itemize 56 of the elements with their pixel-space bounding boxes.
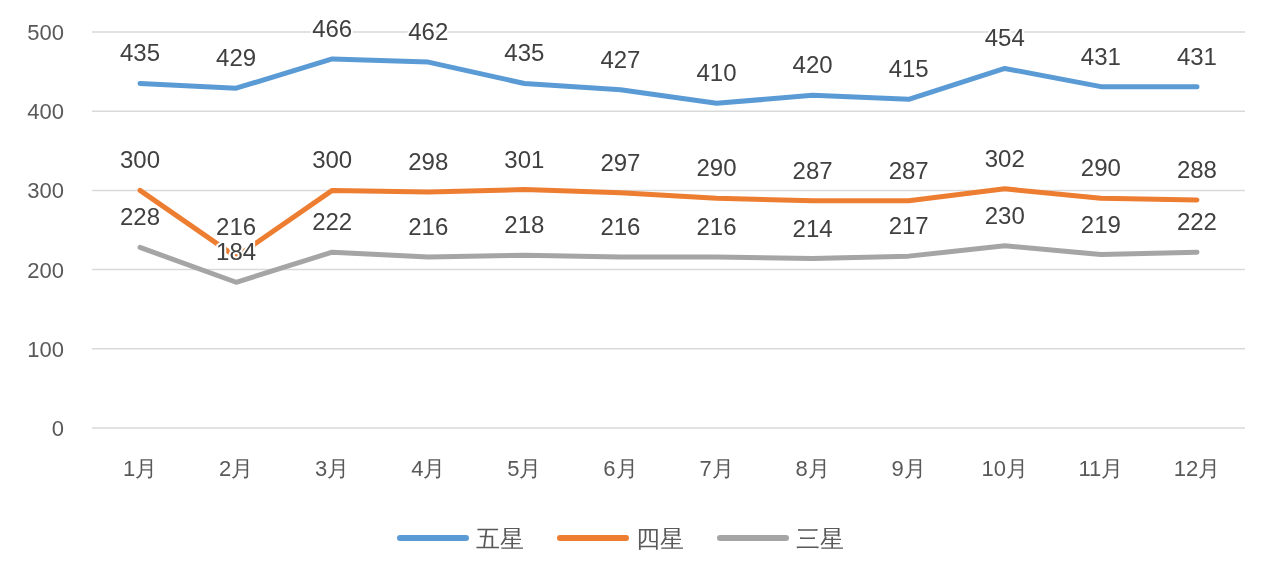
data-label: 216 xyxy=(216,212,257,240)
data-label: 431 xyxy=(1080,42,1121,70)
data-label: 431 xyxy=(1176,42,1217,70)
data-label: 429 xyxy=(216,44,257,72)
legend-label: 三星 xyxy=(796,525,844,552)
legend-label: 五星 xyxy=(476,525,524,552)
x-tick-label: 2月 xyxy=(219,456,254,481)
data-label: 216 xyxy=(696,212,737,240)
x-tick-label: 6月 xyxy=(603,456,638,481)
data-label: 290 xyxy=(696,154,737,182)
y-tick-label: 200 xyxy=(27,257,64,283)
data-label: 290 xyxy=(1080,154,1121,182)
data-label: 228 xyxy=(120,203,161,231)
x-tick-label: 7月 xyxy=(699,456,734,481)
x-tick-label: 10月 xyxy=(981,456,1029,481)
x-tick-label: 9月 xyxy=(891,456,926,481)
data-label: 297 xyxy=(600,148,641,176)
data-label: 214 xyxy=(792,214,833,242)
x-tick-label: 11月 xyxy=(1078,456,1124,481)
x-tick-label: 12月 xyxy=(1173,456,1221,481)
data-label: 298 xyxy=(408,147,449,175)
y-tick-label: 300 xyxy=(27,178,64,204)
data-label: 300 xyxy=(312,146,353,174)
data-label: 302 xyxy=(984,144,1025,172)
data-label: 410 xyxy=(696,59,737,87)
data-label: 222 xyxy=(1176,208,1217,236)
data-label: 222 xyxy=(312,208,353,236)
data-label: 219 xyxy=(1080,210,1121,238)
data-label: 462 xyxy=(408,18,449,46)
data-label: 287 xyxy=(792,156,833,184)
data-label: 300 xyxy=(120,146,161,174)
x-tick-label: 8月 xyxy=(795,456,830,481)
y-tick-label: 400 xyxy=(27,99,64,125)
data-label: 230 xyxy=(984,201,1025,229)
data-label: 217 xyxy=(888,212,929,240)
data-label: 420 xyxy=(792,51,833,79)
legend-label: 四星 xyxy=(636,525,684,552)
data-label: 427 xyxy=(600,45,641,73)
data-label: 435 xyxy=(120,39,161,67)
x-tick-label: 1月 xyxy=(122,456,158,481)
data-label: 216 xyxy=(600,212,641,240)
data-label: 287 xyxy=(888,156,929,184)
data-label: 301 xyxy=(504,145,545,173)
y-tick-label: 0 xyxy=(51,416,64,441)
data-label: 216 xyxy=(408,212,449,240)
data-label: 415 xyxy=(888,55,929,83)
data-label: 435 xyxy=(504,39,545,67)
y-tick-label: 500 xyxy=(27,20,64,45)
data-label: 288 xyxy=(1176,155,1217,183)
x-tick-label: 4月 xyxy=(411,456,446,481)
data-label: 454 xyxy=(984,24,1025,52)
data-label: 466 xyxy=(312,14,353,42)
x-tick-label: 5月 xyxy=(507,456,542,481)
y-tick-label: 100 xyxy=(27,336,64,362)
x-tick-label: 3月 xyxy=(315,456,350,481)
data-label: 218 xyxy=(504,211,545,239)
